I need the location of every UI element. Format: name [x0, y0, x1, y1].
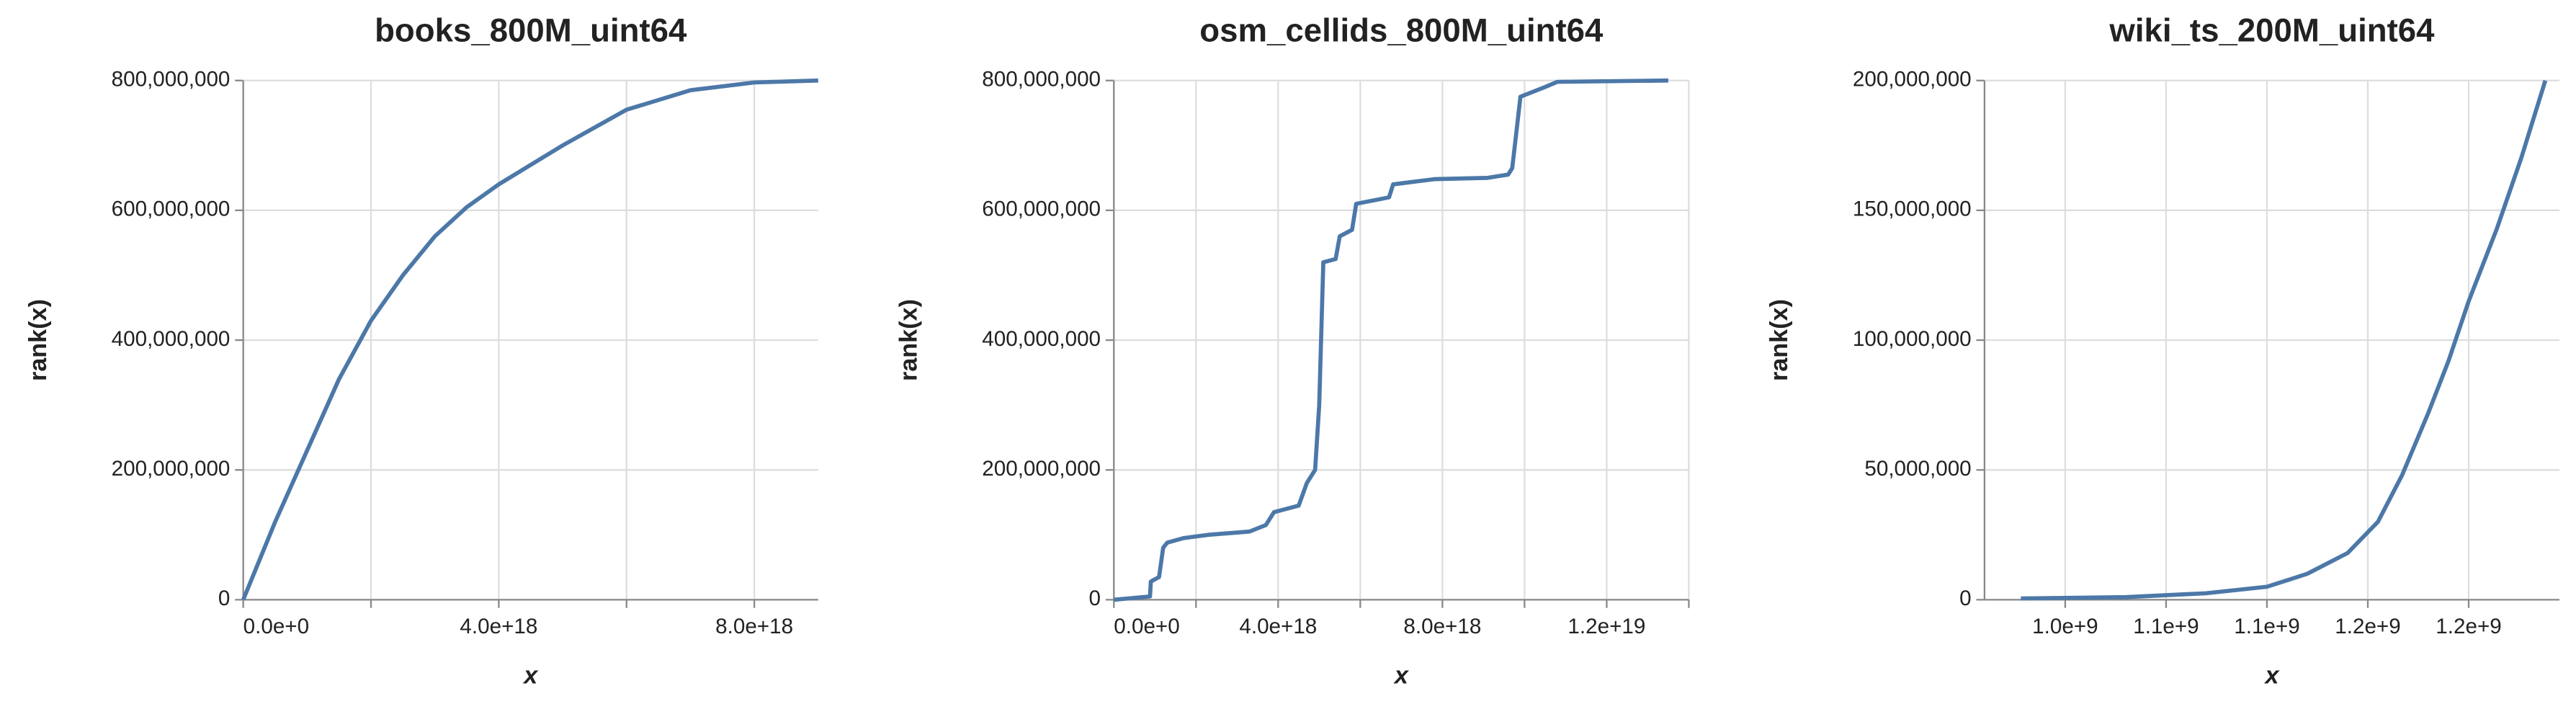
- y-tick-label: 100,000,000: [1853, 327, 1972, 351]
- y-tick-label: 800,000,000: [112, 68, 231, 92]
- x-tick-label: 0.0e+0: [1114, 615, 1179, 638]
- y-tick-label: 800,000,000: [982, 68, 1101, 92]
- x-tick-label: 8.0e+18: [1403, 615, 1481, 638]
- x-tick-label: 1.1e+9: [2234, 615, 2299, 638]
- x-tick-label: 0.0e+0: [243, 615, 309, 638]
- x-tick-label: 4.0e+18: [1239, 615, 1317, 638]
- x-tick-label: 8.0e+18: [715, 615, 793, 638]
- x-tick-label: 1.2e+9: [2335, 615, 2400, 638]
- chart-title: osm_cellids_800M_uint64: [1199, 12, 1604, 49]
- y-tick-label: 600,000,000: [982, 197, 1101, 221]
- x-axis-title: x: [2263, 662, 2280, 690]
- x-tick-label: 4.0e+18: [460, 615, 537, 638]
- data-line: [241, 78, 818, 601]
- data-line: [1114, 78, 1668, 602]
- chart: osm_cellids_800M_uint64 0 200,000,000 400,0…: [895, 12, 1690, 690]
- y-tick-label: 200,000,000: [112, 457, 231, 481]
- data-line: [2021, 79, 2548, 601]
- y-tick-label: 150,000,000: [1853, 197, 1972, 221]
- y-axis-title: rank(x): [24, 299, 52, 381]
- x-axis-title: x: [1393, 662, 1410, 690]
- y-tick-label: 200,000,000: [1853, 68, 1972, 92]
- y-tick-label: 400,000,000: [982, 327, 1101, 351]
- x-tick-label: 1.2e+19: [1567, 615, 1645, 638]
- x-tick-label: 1.1e+9: [2133, 615, 2199, 638]
- y-tick-label: 50,000,000: [1864, 457, 1971, 481]
- y-axis-title: rank(x): [895, 299, 923, 381]
- y-tick-label: 200,000,000: [982, 457, 1101, 481]
- chart: wiki_ts_200M_uint64 0 50,000,000 100,000,00…: [1766, 12, 2560, 690]
- y-tick-label: 0: [218, 587, 230, 610]
- x-tick-label: 1.0e+9: [2032, 615, 2098, 638]
- y-tick-label: 600,000,000: [112, 197, 231, 221]
- chart: books_800M_uint64 0 200,000,000 400,000,000…: [24, 12, 818, 690]
- y-axis-title: rank(x): [1766, 299, 1793, 381]
- chart-title: books_800M_uint64: [375, 12, 687, 49]
- y-tick-label: 0: [1959, 587, 1971, 610]
- x-tick-label: 1.2e+9: [2436, 615, 2501, 638]
- y-tick-label: 400,000,000: [112, 327, 231, 351]
- x-axis-title: x: [522, 662, 539, 690]
- chart-title: wiki_ts_200M_uint64: [2108, 12, 2435, 49]
- y-tick-label: 0: [1089, 587, 1101, 610]
